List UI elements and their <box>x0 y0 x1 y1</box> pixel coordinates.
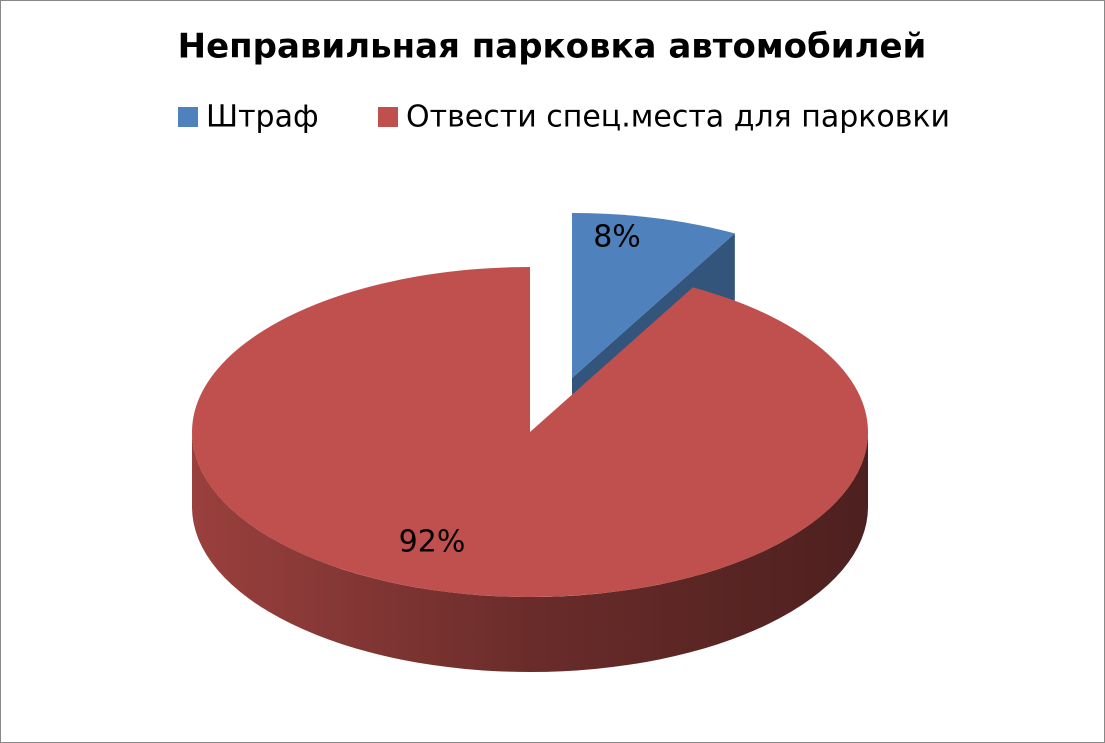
legend-swatch <box>178 107 198 127</box>
slice <box>572 213 735 378</box>
legend-swatch <box>378 107 398 127</box>
data-label: 8% <box>593 220 641 255</box>
chart-title: Неправильная парковка автомобилей <box>178 27 927 67</box>
data-label: 92% <box>399 525 466 560</box>
legend-label: Отвести спец.места для парковки <box>406 100 950 135</box>
slice <box>192 267 869 597</box>
legend-label: Штраф <box>206 100 319 135</box>
slice-side <box>192 432 868 672</box>
